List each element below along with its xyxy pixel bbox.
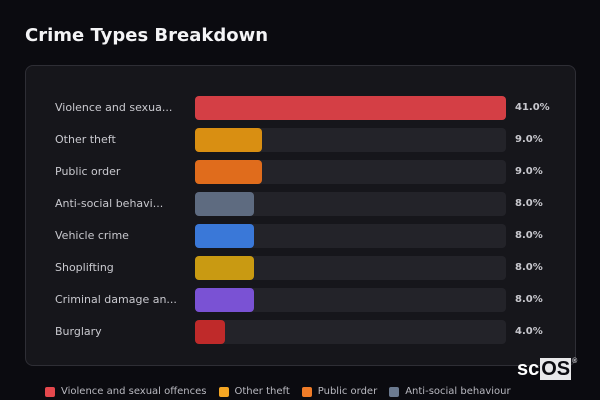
- bar-row: Shoplifting 8.0%: [26, 256, 575, 280]
- watermark-logo: sc OS ®: [517, 358, 577, 380]
- bar-value: 4.0%: [515, 326, 543, 337]
- bar-label: Other theft: [55, 133, 116, 146]
- chart-title: Crime Types Breakdown: [25, 25, 269, 46]
- registered-icon: ®: [572, 358, 578, 365]
- chart-panel: Violence and sexua... 41.0% Other theft 9.0…: [25, 65, 576, 366]
- bar-fill[interactable]: [195, 288, 254, 312]
- bar-row: Criminal damage an... 8.0%: [26, 288, 575, 312]
- bar-fill[interactable]: [195, 128, 262, 152]
- bar-value: 41.0%: [515, 102, 550, 113]
- legend-swatch-icon: [389, 386, 400, 397]
- watermark-boxed: OS: [540, 358, 572, 380]
- bar-track: [195, 256, 506, 280]
- bar-label: Anti-social behavi...: [55, 197, 164, 210]
- bar-label: Criminal damage an...: [55, 293, 177, 306]
- bar-value: 8.0%: [515, 294, 543, 305]
- legend-label: Violence and sexual offences: [61, 386, 207, 397]
- bar-fill[interactable]: [195, 160, 262, 184]
- legend-swatch-icon: [301, 386, 312, 397]
- legend-item[interactable]: Public order: [301, 386, 378, 397]
- bar-label: Vehicle crime: [55, 229, 129, 242]
- watermark-prefix: sc: [517, 358, 540, 380]
- bar-track: [195, 192, 506, 216]
- bar-row: Other theft 9.0%: [26, 128, 575, 152]
- bar-track: [195, 320, 506, 344]
- bar-row: Vehicle crime 8.0%: [26, 224, 575, 248]
- bar-label: Public order: [55, 165, 121, 178]
- bar-fill[interactable]: [195, 224, 254, 248]
- bar-track: [195, 160, 506, 184]
- bar-value: 9.0%: [515, 166, 543, 177]
- legend-label: Public order: [317, 386, 378, 397]
- legend-swatch-icon: [45, 386, 55, 397]
- bar-track: [195, 224, 506, 248]
- bar-value: 8.0%: [515, 198, 543, 209]
- bar-fill[interactable]: [195, 192, 254, 216]
- legend-item[interactable]: Other theft: [218, 386, 290, 397]
- bar-row: Anti-social behavi... 8.0%: [26, 192, 575, 216]
- legend-item[interactable]: Violence and sexual offences: [45, 386, 207, 397]
- bar-fill[interactable]: [195, 320, 225, 344]
- bar-fill[interactable]: [195, 256, 254, 280]
- bar-row: Violence and sexua... 41.0%: [26, 96, 575, 120]
- legend-item[interactable]: Anti-social behaviour: [389, 386, 511, 397]
- chart-legend: Violence and sexual offences Other theft P…: [45, 386, 523, 397]
- bar-label: Burglary: [55, 325, 102, 338]
- legend-swatch-icon: [218, 386, 229, 397]
- bar-row: Public order 9.0%: [26, 160, 575, 184]
- bar-track: [195, 96, 506, 120]
- legend-label: Anti-social behaviour: [405, 386, 511, 397]
- legend-label: Other theft: [234, 386, 290, 397]
- bar-track: [195, 288, 506, 312]
- bar-fill[interactable]: [195, 96, 506, 120]
- bar-label: Shoplifting: [55, 261, 114, 274]
- bar-value: 8.0%: [515, 262, 543, 273]
- bar-row: Burglary 4.0%: [26, 320, 575, 344]
- bar-track: [195, 128, 506, 152]
- bar-value: 8.0%: [515, 230, 543, 241]
- bar-label: Violence and sexua...: [55, 101, 173, 114]
- bar-value: 9.0%: [515, 134, 543, 145]
